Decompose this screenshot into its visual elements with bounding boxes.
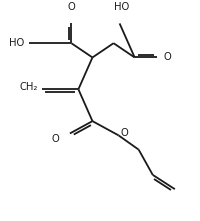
Text: CH₂: CH₂ (20, 82, 38, 92)
Text: O: O (51, 134, 59, 144)
Text: O: O (163, 52, 171, 63)
Text: HO: HO (113, 2, 128, 12)
Text: O: O (67, 2, 75, 12)
Text: HO: HO (9, 38, 24, 48)
Text: O: O (120, 128, 128, 138)
